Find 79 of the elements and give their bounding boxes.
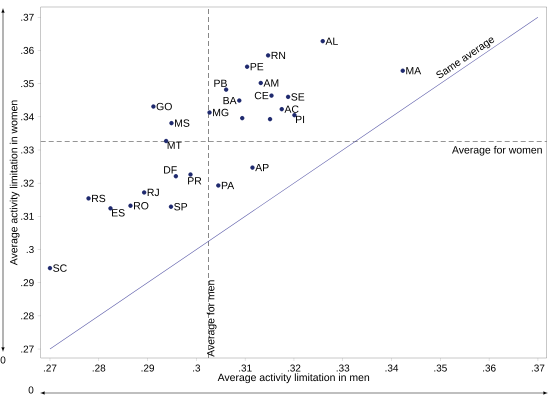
y-tick-label: .27 [21,346,34,353]
point [128,204,133,208]
annotation: RS [92,194,106,202]
annotation: MS [175,119,190,127]
annotation: AM [263,79,278,87]
point [151,104,156,109]
point [174,174,178,178]
annotation: AP [255,164,269,172]
point [86,196,91,201]
annotation: AC [284,105,299,113]
annotation: MA [406,67,422,74]
text: 0 [0,356,6,364]
x-tick-label: .36 [483,364,496,372]
point [244,64,250,69]
point [142,190,146,195]
annotation: MT [168,142,182,149]
y-tick-label: .32 [21,180,34,187]
annotation: BA [224,96,237,104]
x-tick-label: .37 [532,364,544,372]
annotation: RO [134,202,148,210]
point [280,106,284,112]
point [108,206,113,211]
annotation: RN [272,52,286,60]
point [188,172,193,177]
y-axis-title: Average activity limitation in women [10,100,20,266]
point [400,68,405,73]
annotation: SP [174,203,188,210]
x-tick-label: .32 [288,364,300,372]
x-tick-label: .27 [44,364,56,372]
annotation: SC [53,264,67,272]
point [48,266,52,270]
ref-line-label: Average for men [206,280,216,357]
x-tick-label: .31 [239,364,252,372]
annotation: PE [250,63,264,70]
y-tick-label: .36 [21,46,34,54]
annotation: PB [214,80,227,87]
point [216,183,221,188]
point [250,165,255,170]
annotation: AL [325,38,338,45]
point [268,116,272,122]
annotation: RJ [148,188,159,196]
y-tick-label: .33 [21,146,34,154]
x-axis-title: Average activity limitation in men [218,373,370,384]
annotation: DF [164,166,177,174]
point [224,87,228,92]
y-tick-label: .35 [21,80,34,88]
y-tick-label: .37 [21,14,34,21]
y-tick-label: .31 [21,212,34,220]
text: 0 [28,386,34,394]
annotation: CE [254,92,268,100]
point [237,98,242,103]
x-tick-label: .28 [92,364,106,372]
y-tick-label: .29 [21,279,34,286]
x-tick-label: .33 [336,364,350,372]
annotation: PI [296,116,304,124]
annotation: PA [222,182,234,190]
y-tick-label: .3 [26,246,34,254]
y-tick-label: .34 [21,113,34,120]
point [240,116,244,120]
point [169,120,174,126]
x-tick-label: .34 [386,364,398,372]
point [266,53,270,58]
annotation: SE [291,93,304,101]
point [269,93,274,98]
point [207,110,212,115]
annotation: ES [112,209,125,216]
point [320,38,325,44]
y-tick-label: .28 [21,312,34,320]
point [168,204,174,209]
x-tick-label: .29 [142,364,154,372]
x-tick-label: .3 [193,364,200,372]
annotation: MG [213,108,228,116]
point [286,94,290,100]
point [164,138,168,144]
annotation: GO [156,102,172,110]
point [258,80,263,86]
ref-line-label: Average for women [452,146,542,156]
annotation: PR [188,177,202,184]
x-tick-label: .35 [434,364,447,372]
